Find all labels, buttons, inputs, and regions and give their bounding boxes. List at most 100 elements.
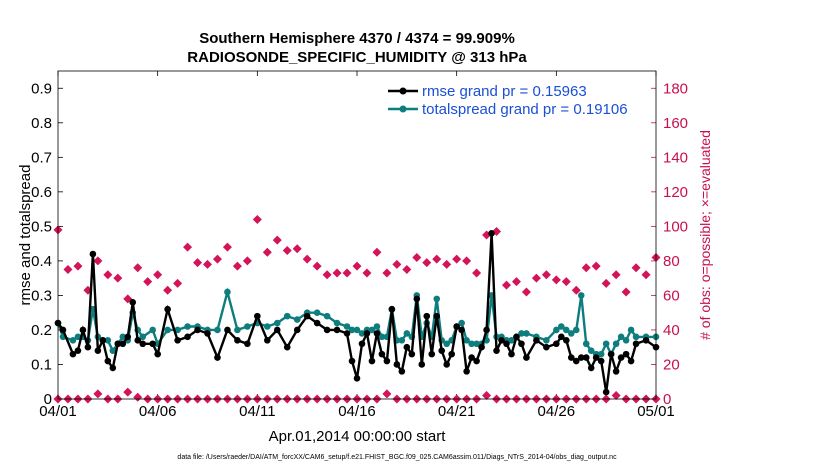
obs-possible-point [372, 247, 382, 257]
spread-point [597, 350, 605, 358]
rmse-point [398, 368, 406, 375]
x-tick-label: 04/06 [139, 403, 177, 420]
y-right-tick-label: 120 [663, 184, 688, 201]
spread-point [567, 330, 575, 337]
spread-point [508, 337, 515, 344]
rmse-point [69, 350, 77, 358]
spread-point [373, 323, 381, 330]
spread-point [612, 340, 620, 348]
rmse-point [403, 343, 411, 351]
obs-possible-point [392, 259, 402, 269]
rmse-point [164, 305, 171, 313]
rmse-point [234, 337, 241, 344]
spread-point [348, 326, 356, 334]
rmse-point [582, 354, 590, 361]
obs-possible-point [193, 258, 203, 268]
rmse-point [388, 305, 396, 313]
chart-subtitle: RADIOSONDE_SPECIFIC_HUMIDITY @ 313 hPa [187, 49, 527, 66]
rmse-point [94, 347, 102, 354]
spread-point [433, 295, 441, 303]
obs-possible-point [222, 242, 232, 252]
data-file-footnote: data file: /Users/raeder/DAI/ATM_forcXX/… [177, 454, 617, 461]
obs-possible-point [452, 254, 462, 264]
spread-point [149, 326, 156, 334]
obs-possible-point [631, 263, 641, 273]
legend-spread-label: totalspread grand pr = 0.19106 [422, 101, 628, 118]
obs-possible-point [342, 268, 352, 278]
spread-point [109, 347, 117, 354]
obs-possible-point [611, 270, 621, 280]
obs-evaluated-point [482, 391, 492, 401]
obs-evaluated-point [123, 387, 133, 397]
spread-point [622, 337, 630, 344]
obs-possible-point [352, 261, 362, 271]
rmse-point [134, 337, 142, 344]
spread-point [104, 337, 112, 344]
spread-point [139, 333, 147, 341]
spread-point [368, 326, 376, 334]
spread-point [572, 326, 580, 334]
rmse-point [508, 350, 515, 358]
obs-possible-point [362, 268, 372, 278]
spread-point [283, 312, 291, 320]
spread-point [358, 330, 366, 337]
spread-point [582, 340, 590, 348]
spread-point [313, 309, 321, 316]
spread-point [463, 337, 470, 344]
obs-possible-point [531, 273, 541, 283]
rmse-point [518, 340, 525, 348]
rmse-point [428, 350, 436, 358]
x-tick-label: 04/01 [39, 403, 77, 420]
y-right-tick-label: 0 [663, 391, 671, 408]
rmse-point [473, 357, 480, 365]
rmse-point [617, 354, 625, 361]
spread-point [458, 319, 465, 327]
rmse-point [244, 340, 251, 348]
rmse-point [174, 337, 181, 344]
rmse-point [129, 299, 137, 306]
obs-possible-point [262, 247, 272, 257]
x-tick-label: 04/21 [438, 403, 476, 420]
y-tick-label: 0.8 [31, 115, 52, 132]
rmse-point [79, 326, 87, 334]
obs-possible-point [521, 287, 531, 297]
spread-point [632, 333, 640, 341]
rmse-point [418, 361, 426, 368]
rmse-point [577, 354, 585, 361]
spread-point [443, 340, 451, 348]
rmse-point [139, 340, 147, 348]
rmse-point [602, 388, 610, 396]
rmse-point [443, 361, 451, 368]
rmse-point [513, 333, 520, 341]
obs-evaluated-point [382, 389, 392, 399]
rmse-point [264, 337, 271, 344]
y-tick-label: 0.6 [31, 184, 52, 201]
obs-possible-point [502, 280, 511, 290]
x-tick-label: 04/16 [338, 403, 376, 420]
obs-possible-point [183, 242, 193, 252]
spread-point [323, 312, 331, 320]
spread-point [164, 326, 171, 334]
x-tick-label: 04/11 [239, 403, 275, 420]
obs-possible-point [153, 270, 163, 280]
obs-possible-point [232, 261, 242, 271]
y-right-tick-label: 140 [663, 149, 688, 166]
rmse-point [254, 312, 261, 320]
rmse-point [383, 357, 391, 365]
y-axis-right-label: # of obs: o=possible; ×=evaluated [697, 130, 713, 340]
spread-point [244, 323, 251, 330]
legend: rmse grand pr = 0.15963 totalspread gran… [388, 83, 628, 118]
rmse-point [333, 326, 341, 334]
rmse-point [597, 357, 605, 365]
rmse-point [343, 330, 351, 337]
spread-point [587, 347, 595, 354]
rmse-point [408, 350, 416, 358]
obs-possible-point [511, 277, 521, 287]
spread-point [184, 323, 191, 330]
rmse-point [313, 319, 321, 327]
spread-point [563, 326, 570, 334]
rmse-point [622, 350, 630, 358]
y-tick-label: 0.3 [31, 287, 52, 304]
rmse-point [627, 357, 635, 365]
